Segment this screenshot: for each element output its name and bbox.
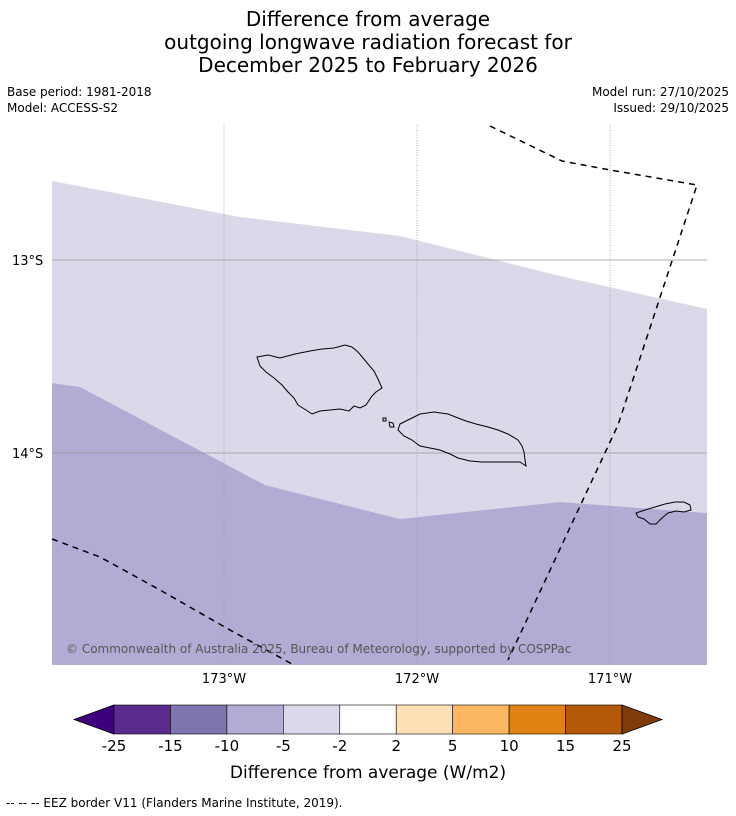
lon-label-173w: 173°W bbox=[202, 672, 246, 687]
colorbar-tick-label: 15 bbox=[556, 737, 575, 755]
apolima-islet bbox=[382, 417, 387, 422]
upolu-island bbox=[397, 411, 527, 468]
latitude-labels: 13°S 14°S bbox=[12, 254, 43, 462]
tutuila-island bbox=[635, 501, 692, 525]
colorbar-extend-low bbox=[72, 704, 115, 735]
colorbar-swatch bbox=[170, 704, 228, 735]
colorbar-tick-label: 2 bbox=[391, 737, 401, 755]
colorbar-tick-label: 5 bbox=[448, 737, 458, 755]
colorbar-swatch bbox=[226, 704, 284, 735]
model-run: Model run: 27/10/2025 bbox=[591, 85, 729, 99]
region-medium-lavender bbox=[52, 383, 707, 665]
eez-borders bbox=[51, 125, 698, 665]
lon-label-171w: 171°W bbox=[588, 672, 632, 687]
colorbar-swatch bbox=[565, 704, 623, 735]
meta-left: Base period: 1981-2018 Model: ACCESS-S2 bbox=[7, 84, 152, 116]
lat-label-13s: 13°S bbox=[12, 254, 43, 269]
colorbar-tick-label: -15 bbox=[158, 737, 183, 755]
colorbar-label: Difference from average (W/m2) bbox=[230, 763, 506, 783]
chart-title: Difference from average outgoing longwav… bbox=[0, 8, 736, 77]
colorbar-tick-label: -25 bbox=[102, 737, 127, 755]
colorbar-swatches bbox=[113, 704, 623, 735]
colorbar-tick-label: 25 bbox=[612, 737, 631, 755]
colorbar-swatch bbox=[452, 704, 510, 735]
title-line-3: December 2025 to February 2026 bbox=[198, 53, 538, 77]
eez-border-north-east bbox=[489, 125, 698, 661]
title-line-2: outgoing longwave radiation forecast for bbox=[164, 30, 572, 54]
longitude-labels: 173°W 172°W 171°W bbox=[202, 672, 632, 687]
title-line-1: Difference from average bbox=[245, 7, 491, 31]
colorbar-swatch bbox=[339, 704, 397, 735]
colorbar-extend-high bbox=[621, 704, 664, 735]
map-area bbox=[52, 181, 707, 665]
colorbar-tick-label: -10 bbox=[215, 737, 240, 755]
copyright-notice: © Commonwealth of Australia 2025, Bureau… bbox=[66, 642, 571, 656]
lat-label-14s: 14°S bbox=[12, 447, 43, 462]
gridlines bbox=[52, 125, 707, 665]
savaii-island bbox=[256, 344, 383, 415]
model-name: Model: ACCESS-S2 bbox=[7, 101, 119, 115]
region-light-lavender bbox=[52, 181, 707, 519]
colorbar-ticks: -25 -15 -10 -5 -2 2 5 10 15 25 bbox=[102, 737, 632, 755]
issued-date: Issued: 29/10/2025 bbox=[613, 101, 729, 115]
base-period: Base period: 1981-2018 bbox=[7, 85, 152, 99]
lon-label-172w: 172°W bbox=[395, 672, 439, 687]
colorbar-swatch bbox=[113, 704, 171, 735]
colorbar-tick-label: -2 bbox=[332, 737, 347, 755]
meta-right: Model run: 27/10/2025 Issued: 29/10/2025 bbox=[592, 84, 729, 116]
eez-footnote: -- -- -- EEZ border V11 (Flanders Marine… bbox=[6, 796, 343, 810]
colorbar-swatch bbox=[508, 704, 566, 735]
colorbar-tick-label: -5 bbox=[276, 737, 291, 755]
islands bbox=[256, 344, 692, 525]
colorbar-swatch bbox=[395, 704, 453, 735]
manono-islet bbox=[388, 421, 395, 428]
colorbar-tick-label: 10 bbox=[500, 737, 519, 755]
colorbar: -25 -15 -10 -5 -2 2 5 10 15 25 Difference from av… bbox=[72, 704, 664, 783]
eez-border-south-west bbox=[51, 538, 293, 665]
colorbar-swatch bbox=[283, 704, 341, 735]
